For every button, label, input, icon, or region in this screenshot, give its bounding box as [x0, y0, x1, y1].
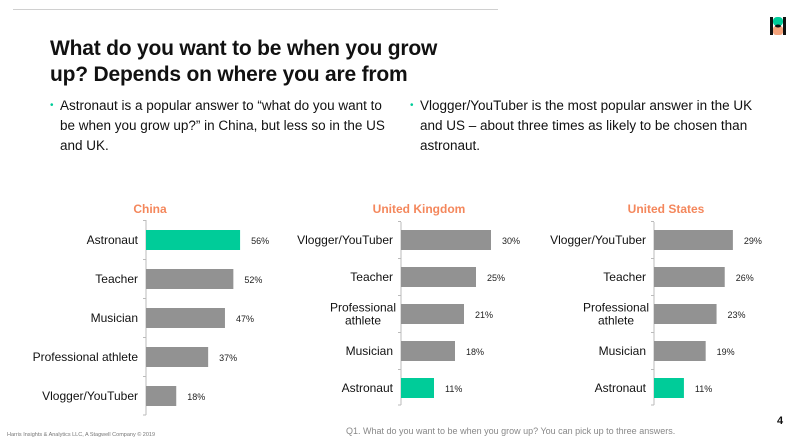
category-label: Teacher: [603, 270, 646, 284]
data-label: 47%: [236, 314, 254, 324]
category-label: Professional athlete: [33, 350, 139, 364]
category-label: Musician: [599, 344, 646, 358]
data-label: 37%: [219, 353, 237, 363]
bar-musician: [146, 308, 225, 328]
bar-astronaut: [146, 230, 241, 250]
chart-title: United Kingdom: [373, 202, 466, 216]
bullet-text: Vlogger/YouTuber is the most popular ans…: [420, 98, 753, 153]
category-label: Vlogger/YouTuber: [42, 389, 138, 403]
chart-title: United States: [628, 202, 705, 216]
bullet-uk-us: • Vlogger/YouTuber is the most popular an…: [410, 96, 760, 156]
category-label: Astronaut: [342, 381, 394, 395]
data-label: 56%: [251, 236, 269, 246]
bar-musician: [654, 341, 706, 361]
data-label: 11%: [445, 384, 462, 394]
bar-teacher: [654, 267, 725, 287]
footer-copyright: Harris Insights & Analytics LLC, A Stagw…: [7, 432, 156, 438]
category-label: Musician: [346, 344, 393, 358]
chart-title: China: [133, 202, 167, 216]
bar-teacher: [146, 269, 234, 289]
data-label: 29%: [744, 236, 762, 246]
category-label: Musician: [91, 311, 138, 325]
bar-vlogger-youtuber: [401, 230, 491, 250]
bullet-text: Astronaut is a popular answer to “what d…: [60, 98, 385, 153]
category-label: Professional athlete: [330, 301, 396, 328]
top-divider: [13, 9, 498, 10]
category-label: Professional athlete: [583, 301, 649, 328]
bar-professional-athlete: [654, 304, 717, 324]
category-label: Vlogger/YouTuber: [550, 233, 646, 247]
bar-vlogger-youtuber: [146, 386, 177, 406]
data-label: 26%: [736, 273, 754, 283]
page-title: What do you want to be when you grow up?…: [50, 37, 438, 86]
data-label: 18%: [187, 392, 205, 402]
bar-professional-athlete: [146, 347, 209, 367]
category-label: Astronaut: [87, 233, 139, 247]
harris-logo-icon: [770, 17, 786, 35]
data-label: 30%: [502, 236, 520, 246]
data-label: 23%: [728, 310, 746, 320]
bar-astronaut: [401, 378, 434, 398]
data-label: 18%: [466, 347, 484, 357]
bar-astronaut: [654, 378, 684, 398]
category-label: Teacher: [350, 270, 393, 284]
bar-vlogger-youtuber: [654, 230, 733, 250]
bullet-china: • Astronaut is a popular answer to “what …: [50, 96, 390, 156]
page-number: 4: [777, 415, 784, 427]
category-label: Teacher: [95, 272, 138, 286]
question-note: Q1. What do you want to be when you grow…: [346, 426, 676, 436]
data-label: 25%: [487, 273, 505, 283]
data-label: 19%: [717, 347, 735, 357]
category-label: Vlogger/YouTuber: [297, 233, 393, 247]
bullet-dot-icon: •: [50, 100, 54, 111]
data-label: 11%: [695, 384, 712, 394]
bar-musician: [401, 341, 455, 361]
bar-teacher: [401, 267, 476, 287]
data-label: 52%: [244, 275, 262, 285]
data-label: 21%: [475, 310, 493, 320]
bullet-dot-icon: •: [410, 100, 414, 111]
category-label: Astronaut: [595, 381, 647, 395]
bar-professional-athlete: [401, 304, 464, 324]
